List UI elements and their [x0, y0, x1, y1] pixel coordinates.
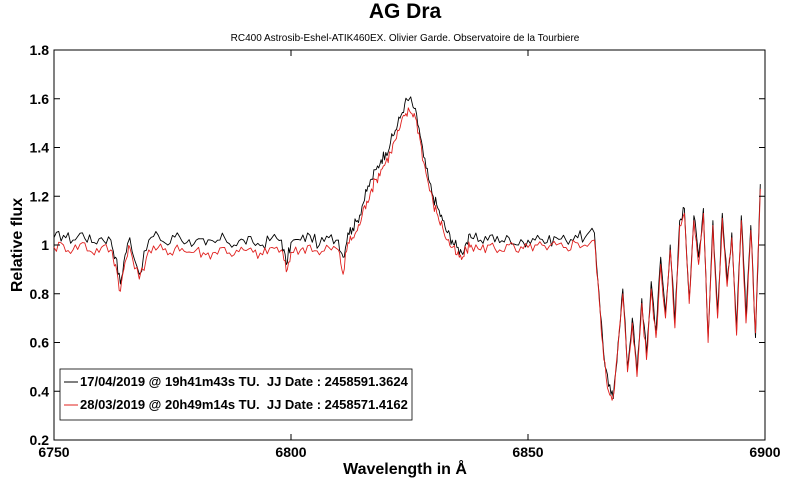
y-tick-label-5: 1.2	[30, 188, 50, 204]
x-tick-label-3: 6900	[749, 444, 780, 460]
plot-area: 6750 6800 6850 6900 0.2 0.4 0.6 0.8 1 1.2 1.4 1.6 1.…	[30, 42, 781, 460]
legend-label-2: 28/03/2019 @ 20h49m14s TU. JJ Date : 245…	[80, 397, 408, 412]
y-tick-label-8: 1.8	[30, 42, 50, 58]
ticks-layer: 6750 6800 6850 6900 0.2 0.4 0.6 0.8 1 1.2 1.4 1.6 1.…	[30, 42, 781, 460]
y-tick-label-3: 0.8	[30, 286, 50, 302]
legend-items: 17/04/2019 @ 19h41m43s TU. JJ Date : 245…	[64, 374, 409, 412]
x-tick-label-0: 6750	[38, 444, 69, 460]
chart-title: AG Dra	[369, 0, 442, 23]
series-line-1	[53, 96, 761, 400]
legend-label-1: 17/04/2019 @ 19h41m43s TU. JJ Date : 245…	[80, 374, 409, 389]
y-tick-label-2: 0.6	[30, 335, 50, 351]
y-tick-label-0: 0.2	[30, 432, 50, 448]
series-layer	[53, 96, 761, 401]
y-tick-label-1: 0.4	[30, 383, 50, 399]
y-tick-label-4: 1	[41, 237, 49, 253]
legend-box	[59, 368, 413, 421]
y-axis-label: Relative flux	[9, 198, 26, 292]
series-line-2	[53, 107, 761, 401]
x-tick-label-2: 6850	[512, 444, 543, 460]
x-tick-label-1: 6800	[275, 444, 306, 460]
y-tick-label-6: 1.4	[30, 140, 50, 156]
legend: 17/04/2019 @ 19h41m43s TU. JJ Date : 245…	[59, 368, 413, 421]
y-tick-label-7: 1.6	[30, 91, 50, 107]
x-axis-label: Wavelength in Å	[343, 459, 467, 478]
chart-subtitle: RC400 Astrosib-Eshel-ATIK460EX. Olivier …	[231, 33, 580, 44]
